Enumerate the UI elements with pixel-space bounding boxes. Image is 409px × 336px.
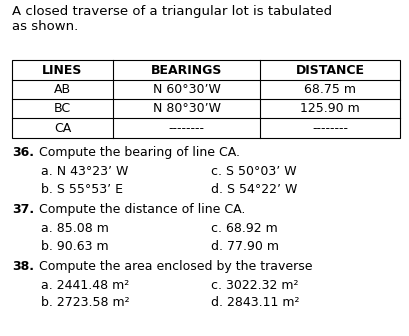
Text: LINES: LINES [42, 64, 83, 77]
Text: Compute the distance of line CA.: Compute the distance of line CA. [39, 203, 245, 216]
Text: A closed traverse of a triangular lot is tabulated: A closed traverse of a triangular lot is… [12, 5, 332, 18]
Text: c. 68.92 m: c. 68.92 m [211, 222, 277, 235]
Text: a. 2441.48 m²: a. 2441.48 m² [41, 279, 129, 292]
Text: 38.: 38. [12, 260, 34, 273]
Text: d. S 54°22’ W: d. S 54°22’ W [211, 183, 297, 196]
Text: 36.: 36. [12, 146, 34, 159]
Text: b. 90.63 m: b. 90.63 m [41, 240, 108, 253]
Text: DISTANCE: DISTANCE [295, 64, 364, 77]
Text: 125.90 m: 125.90 m [299, 102, 359, 115]
Text: --------: -------- [311, 122, 347, 135]
Text: a. N 43°23’ W: a. N 43°23’ W [41, 165, 128, 178]
Text: CA: CA [54, 122, 71, 135]
Text: BEARINGS: BEARINGS [151, 64, 222, 77]
Text: a. 85.08 m: a. 85.08 m [41, 222, 109, 235]
Text: N 80°30’W: N 80°30’W [152, 102, 220, 115]
Text: 37.: 37. [12, 203, 34, 216]
Text: as shown.: as shown. [12, 20, 79, 33]
Text: b. 2723.58 m²: b. 2723.58 m² [41, 296, 129, 309]
Text: 68.75 m: 68.75 m [303, 83, 355, 96]
Bar [12, 60, 399, 138]
Text: b. S 55°53’ E: b. S 55°53’ E [41, 183, 123, 196]
Text: N 60°30’W: N 60°30’W [152, 83, 220, 96]
Text: d. 2843.11 m²: d. 2843.11 m² [211, 296, 299, 309]
Text: --------: -------- [168, 122, 204, 135]
Text: AB: AB [54, 83, 71, 96]
Text: c. 3022.32 m²: c. 3022.32 m² [211, 279, 298, 292]
Text: c. S 50°03’ W: c. S 50°03’ W [211, 165, 296, 178]
Text: Compute the bearing of line CA.: Compute the bearing of line CA. [39, 146, 239, 159]
Text: Compute the area enclosed by the traverse: Compute the area enclosed by the travers… [39, 260, 312, 273]
Text: d. 77.90 m: d. 77.90 m [211, 240, 279, 253]
Text: BC: BC [54, 102, 71, 115]
